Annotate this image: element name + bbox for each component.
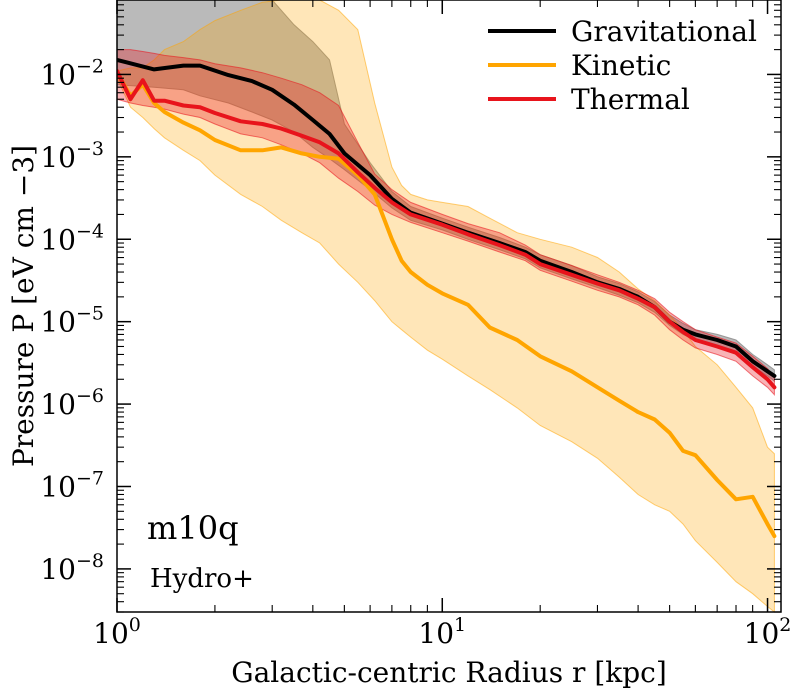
x-axis-title: Galactic-centric Radius r [kpc] [231,656,667,689]
legend-label-kinetic: Kinetic [571,49,671,82]
annotation-sim-name: m10q [147,509,239,547]
y-tick-label: 10−3 [40,138,104,174]
y-tick-label: 10−8 [40,550,104,586]
legend-label-thermal: Thermal [571,83,690,116]
line-thermal [117,69,777,390]
y-axis-title: Pressure P [eV cm −3] [7,145,40,467]
plot-frame [116,0,782,613]
x-tick-label: 102 [744,614,792,650]
series-lines [117,57,777,539]
y-tick-label: 10−4 [40,220,104,256]
x-tick-label: 101 [418,614,466,650]
x-tick-label: 100 [93,614,141,650]
band-kinetic [117,0,775,612]
tick-labels: 100 101 102 10−8 10−7 10−6 10−5 10−4 10−3 10−2 [40,55,791,650]
annotation-physics: Hydro+ [150,564,254,594]
line-kinetic [117,70,777,539]
axis-ticks [116,0,781,613]
y-tick-label: 10−6 [40,385,104,421]
y-tick-label: 10−5 [40,303,104,339]
y-tick-label: 10−2 [40,55,104,91]
legend-label-gravitational: Gravitational [571,15,757,48]
y-tick-label: 10−7 [40,467,104,503]
